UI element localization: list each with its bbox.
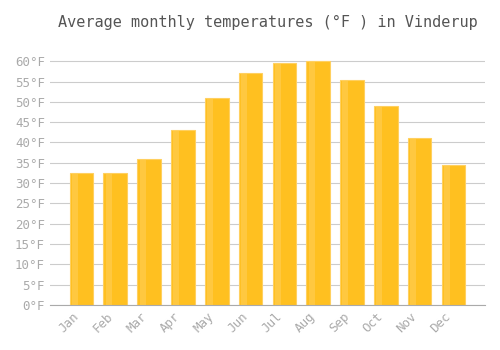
Bar (140, 159, 145, 305)
Bar (171, 130, 194, 305)
Bar (275, 63, 281, 305)
Bar (106, 173, 112, 305)
Bar (342, 79, 348, 305)
Bar (340, 79, 364, 305)
Bar (444, 165, 450, 305)
Bar (408, 139, 432, 305)
Bar (174, 130, 180, 305)
Bar (207, 98, 213, 305)
Title: Average monthly temperatures (°F ) in Vinderup: Average monthly temperatures (°F ) in Vi… (58, 15, 478, 30)
Bar (104, 173, 127, 305)
Bar (241, 74, 247, 305)
Bar (376, 106, 382, 305)
Bar (238, 74, 262, 305)
Bar (70, 173, 94, 305)
Bar (410, 139, 416, 305)
Bar (308, 61, 314, 305)
Bar (72, 173, 78, 305)
Bar (205, 98, 229, 305)
Bar (138, 159, 161, 305)
Bar (272, 63, 296, 305)
Bar (442, 165, 465, 305)
Bar (306, 61, 330, 305)
Bar (374, 106, 398, 305)
